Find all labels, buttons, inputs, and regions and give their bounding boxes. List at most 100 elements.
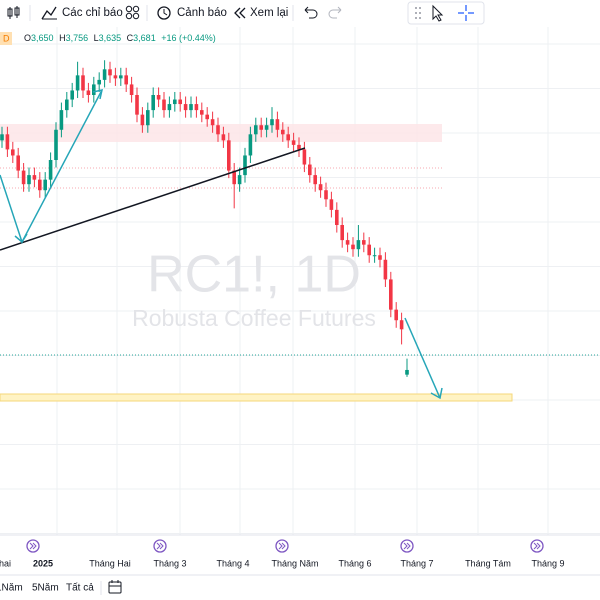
replay-button[interactable]: Xem lại [234,7,288,19]
candle-body [254,125,258,135]
alerts-button[interactable]: Cảnh báo [157,6,227,20]
time-axis: hai 2025 Tháng Hai Tháng 3 Tháng 4 Tháng Năm T… [0,534,600,568]
interval: D [3,33,10,43]
candle-body [146,110,150,126]
time-label: hai [0,558,11,568]
candle-body [389,279,393,310]
arrow-head [92,89,103,100]
low-value: 3,635 [99,33,122,43]
candle-body [394,309,398,321]
candle-body [383,259,388,280]
time-label: Tháng Năm [271,558,318,568]
range-button[interactable]: 5Năm [32,583,59,594]
time-label: Tháng Tám [465,558,511,568]
candle-body [221,134,226,141]
candle-body [75,75,80,91]
crosshair-tool[interactable] [458,5,474,21]
event-marker-icon [159,542,164,550]
event-marker-icon [29,542,34,550]
candle-body [318,184,323,191]
candle-body [173,99,177,105]
candle-body [308,164,312,176]
event-marker-icon [278,542,283,550]
candle-body [291,140,296,145]
candle-body [167,104,172,111]
candle-body [156,95,161,100]
support-zone [0,393,513,402]
redo-button[interactable] [328,6,342,19]
chart-type-button[interactable] [7,6,20,19]
goto-date-button[interactable] [108,580,122,594]
candle-body [43,179,47,191]
templates-button[interactable] [125,5,140,20]
indicators-label: Các chỉ báo [62,7,123,19]
candle-body [405,369,409,375]
candle-body [108,69,112,76]
trend-line [0,147,306,251]
high-label: H [59,33,66,43]
watermark-description: Robusta Coffee Futures [132,305,376,331]
candle-body [281,129,285,135]
range-button[interactable]: 1Năm [0,583,23,594]
candle-body [270,119,274,126]
time-label: Tháng 3 [153,558,186,568]
candle-body [32,175,37,180]
candle-body [86,90,91,95]
candle-body [97,79,101,85]
cursor-tool[interactable] [432,4,444,22]
toolbar: Các chỉ báo Cảnh báo Xem lại [0,0,600,26]
candle-body [189,104,193,111]
candle-body [48,160,53,180]
event-marker-icon [536,542,541,550]
event-marker-icon [403,542,408,550]
candle-body [183,104,188,111]
time-label: Tháng 6 [338,558,371,568]
time-label: 2025 [33,558,53,568]
interval-badge [0,32,12,45]
candle-body [356,240,361,250]
candle-body [0,134,4,141]
candle-body [70,90,74,100]
drawing-toolbar [407,1,485,25]
candle-body [124,75,128,85]
candle-body [129,84,134,95]
candle-body [243,155,247,176]
legend: D O3,650 H3,756 L3,635 C3,681 +16 (+0.44… [0,32,216,45]
indicators-button[interactable]: Các chỉ báo [41,6,123,20]
toolbar-bg [0,0,600,26]
change-value: +16 (+0.44%) [161,33,216,43]
candle-body [11,149,15,156]
event-marker-icon [406,542,411,550]
candle-body [264,125,269,130]
arrow-drawing [404,317,441,399]
candle-body [102,69,107,80]
time-label: Tháng Hai [89,558,131,568]
range-button[interactable]: Tất cả [66,582,94,594]
candle-body [210,119,215,126]
candle-body [65,99,69,111]
candle-body [140,114,145,126]
candle-body [378,255,382,260]
event-marker-icon [156,542,161,550]
replay-label: Xem lại [250,7,288,19]
event-marker-icon [533,542,538,550]
candle-body [351,244,355,250]
close-value: 3,681 [133,33,156,43]
drag-handle[interactable] [415,7,421,19]
candle-body [362,240,366,245]
candle-body [399,320,404,330]
candle-body [324,190,328,200]
undo-button[interactable] [304,6,318,19]
candle-body [200,110,204,115]
legend-values: O3,650 H3,756 L3,635 C3,681 +16 (+0.44%) [24,33,216,43]
candle-body [232,170,236,185]
candle-body [119,75,123,79]
candle-body [135,95,139,115]
candle-body [372,255,377,257]
close-label: C [127,33,134,43]
candle-body [345,240,350,245]
candle-body [259,125,263,130]
